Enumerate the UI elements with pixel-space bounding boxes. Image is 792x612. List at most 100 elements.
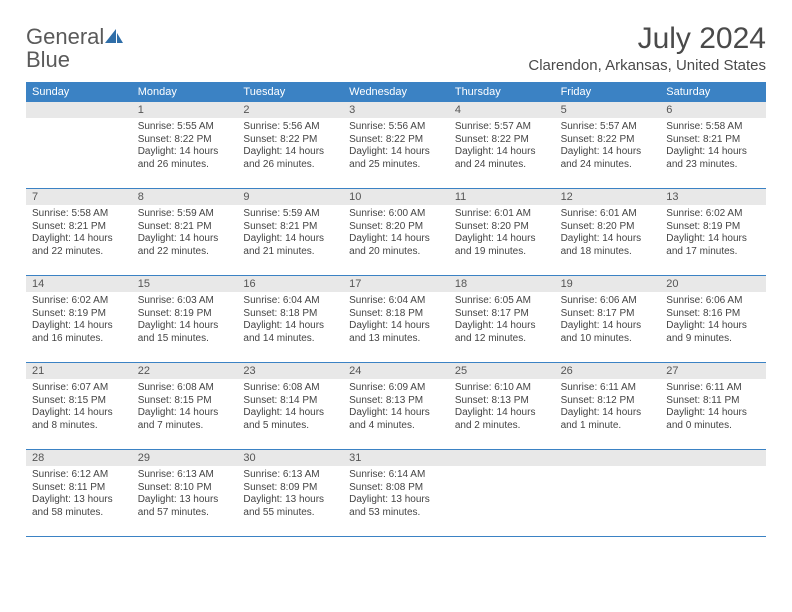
sunset-text: Sunset: 8:15 PM	[32, 395, 126, 408]
day-body: Sunrise: 5:58 AMSunset: 8:21 PMDaylight:…	[660, 118, 766, 175]
daylight-text: Daylight: 14 hours and 13 minutes.	[349, 320, 443, 345]
sunrise-text: Sunrise: 6:13 AM	[138, 469, 232, 482]
sunrise-text: Sunrise: 5:55 AM	[138, 121, 232, 134]
day-body: Sunrise: 6:02 AMSunset: 8:19 PMDaylight:…	[660, 205, 766, 262]
day-cell: 22Sunrise: 6:08 AMSunset: 8:15 PMDayligh…	[132, 363, 238, 449]
sunrise-text: Sunrise: 6:03 AM	[138, 295, 232, 308]
day-cell: 24Sunrise: 6:09 AMSunset: 8:13 PMDayligh…	[343, 363, 449, 449]
sunrise-text: Sunrise: 6:13 AM	[243, 469, 337, 482]
day-cell: 3Sunrise: 5:56 AMSunset: 8:22 PMDaylight…	[343, 102, 449, 188]
sunrise-text: Sunrise: 5:57 AM	[561, 121, 655, 134]
day-cell: 30Sunrise: 6:13 AMSunset: 8:09 PMDayligh…	[237, 450, 343, 536]
daylight-text: Daylight: 14 hours and 15 minutes.	[138, 320, 232, 345]
sunrise-text: Sunrise: 6:14 AM	[349, 469, 443, 482]
day-cell: 29Sunrise: 6:13 AMSunset: 8:10 PMDayligh…	[132, 450, 238, 536]
day-number: 27	[660, 363, 766, 379]
sunrise-text: Sunrise: 5:56 AM	[243, 121, 337, 134]
day-number: 31	[343, 450, 449, 466]
week-row: 14Sunrise: 6:02 AMSunset: 8:19 PMDayligh…	[26, 276, 766, 363]
daylight-text: Daylight: 14 hours and 19 minutes.	[455, 233, 549, 258]
daylight-text: Daylight: 14 hours and 18 minutes.	[561, 233, 655, 258]
day-cell: 1Sunrise: 5:55 AMSunset: 8:22 PMDaylight…	[132, 102, 238, 188]
day-cell: 18Sunrise: 6:05 AMSunset: 8:17 PMDayligh…	[449, 276, 555, 362]
day-cell: 20Sunrise: 6:06 AMSunset: 8:16 PMDayligh…	[660, 276, 766, 362]
day-number: 14	[26, 276, 132, 292]
day-number: 29	[132, 450, 238, 466]
sunset-text: Sunset: 8:14 PM	[243, 395, 337, 408]
daylight-text: Daylight: 14 hours and 25 minutes.	[349, 146, 443, 171]
sunset-text: Sunset: 8:20 PM	[455, 221, 549, 234]
daylight-text: Daylight: 14 hours and 21 minutes.	[243, 233, 337, 258]
day-body: Sunrise: 6:02 AMSunset: 8:19 PMDaylight:…	[26, 292, 132, 349]
day-cell: 16Sunrise: 6:04 AMSunset: 8:18 PMDayligh…	[237, 276, 343, 362]
day-number: 15	[132, 276, 238, 292]
sunrise-text: Sunrise: 6:10 AM	[455, 382, 549, 395]
day-cell: 2Sunrise: 5:56 AMSunset: 8:22 PMDaylight…	[237, 102, 343, 188]
sunset-text: Sunset: 8:15 PM	[138, 395, 232, 408]
day-body: Sunrise: 6:04 AMSunset: 8:18 PMDaylight:…	[237, 292, 343, 349]
day-number: 10	[343, 189, 449, 205]
day-body: Sunrise: 6:04 AMSunset: 8:18 PMDaylight:…	[343, 292, 449, 349]
sunrise-text: Sunrise: 6:04 AM	[243, 295, 337, 308]
daylight-text: Daylight: 13 hours and 55 minutes.	[243, 494, 337, 519]
day-number	[449, 450, 555, 466]
day-body: Sunrise: 6:11 AMSunset: 8:12 PMDaylight:…	[555, 379, 661, 436]
daylight-text: Daylight: 14 hours and 26 minutes.	[138, 146, 232, 171]
day-cell	[555, 450, 661, 536]
logo-sail-icon	[104, 28, 124, 44]
day-body: Sunrise: 6:13 AMSunset: 8:09 PMDaylight:…	[237, 466, 343, 523]
sunrise-text: Sunrise: 6:12 AM	[32, 469, 126, 482]
daylight-text: Daylight: 14 hours and 23 minutes.	[666, 146, 760, 171]
sunrise-text: Sunrise: 6:01 AM	[455, 208, 549, 221]
sunrise-text: Sunrise: 5:58 AM	[666, 121, 760, 134]
daylight-text: Daylight: 13 hours and 53 minutes.	[349, 494, 443, 519]
sunset-text: Sunset: 8:19 PM	[666, 221, 760, 234]
day-number: 23	[237, 363, 343, 379]
day-body: Sunrise: 6:13 AMSunset: 8:10 PMDaylight:…	[132, 466, 238, 523]
sunrise-text: Sunrise: 5:59 AM	[138, 208, 232, 221]
day-body: Sunrise: 6:08 AMSunset: 8:14 PMDaylight:…	[237, 379, 343, 436]
weeks-container: 1Sunrise: 5:55 AMSunset: 8:22 PMDaylight…	[26, 102, 766, 537]
day-number	[26, 102, 132, 118]
day-number: 3	[343, 102, 449, 118]
sunset-text: Sunset: 8:18 PM	[349, 308, 443, 321]
day-cell: 11Sunrise: 6:01 AMSunset: 8:20 PMDayligh…	[449, 189, 555, 275]
day-body: Sunrise: 6:12 AMSunset: 8:11 PMDaylight:…	[26, 466, 132, 523]
day-body: Sunrise: 6:05 AMSunset: 8:17 PMDaylight:…	[449, 292, 555, 349]
day-cell	[26, 102, 132, 188]
sunrise-text: Sunrise: 6:00 AM	[349, 208, 443, 221]
daylight-text: Daylight: 14 hours and 26 minutes.	[243, 146, 337, 171]
day-number: 30	[237, 450, 343, 466]
daylight-text: Daylight: 14 hours and 20 minutes.	[349, 233, 443, 258]
day-number: 9	[237, 189, 343, 205]
day-number: 4	[449, 102, 555, 118]
day-body: Sunrise: 6:07 AMSunset: 8:15 PMDaylight:…	[26, 379, 132, 436]
day-body: Sunrise: 5:57 AMSunset: 8:22 PMDaylight:…	[449, 118, 555, 175]
week-row: 1Sunrise: 5:55 AMSunset: 8:22 PMDaylight…	[26, 102, 766, 189]
dow-row: Sunday Monday Tuesday Wednesday Thursday…	[26, 82, 766, 102]
day-number: 16	[237, 276, 343, 292]
day-body: Sunrise: 6:03 AMSunset: 8:19 PMDaylight:…	[132, 292, 238, 349]
sunrise-text: Sunrise: 6:05 AM	[455, 295, 549, 308]
day-cell: 12Sunrise: 6:01 AMSunset: 8:20 PMDayligh…	[555, 189, 661, 275]
sunset-text: Sunset: 8:13 PM	[349, 395, 443, 408]
day-number: 25	[449, 363, 555, 379]
location: Clarendon, Arkansas, United States	[528, 57, 766, 74]
day-cell: 8Sunrise: 5:59 AMSunset: 8:21 PMDaylight…	[132, 189, 238, 275]
day-body: Sunrise: 6:06 AMSunset: 8:17 PMDaylight:…	[555, 292, 661, 349]
daylight-text: Daylight: 14 hours and 16 minutes.	[32, 320, 126, 345]
sunrise-text: Sunrise: 5:58 AM	[32, 208, 126, 221]
sunrise-text: Sunrise: 6:06 AM	[561, 295, 655, 308]
day-body: Sunrise: 5:59 AMSunset: 8:21 PMDaylight:…	[132, 205, 238, 262]
sunrise-text: Sunrise: 6:01 AM	[561, 208, 655, 221]
day-cell: 27Sunrise: 6:11 AMSunset: 8:11 PMDayligh…	[660, 363, 766, 449]
day-body: Sunrise: 6:01 AMSunset: 8:20 PMDaylight:…	[555, 205, 661, 262]
sunset-text: Sunset: 8:21 PM	[243, 221, 337, 234]
sunrise-text: Sunrise: 6:11 AM	[561, 382, 655, 395]
sunset-text: Sunset: 8:17 PM	[561, 308, 655, 321]
day-cell: 31Sunrise: 6:14 AMSunset: 8:08 PMDayligh…	[343, 450, 449, 536]
sunrise-text: Sunrise: 6:09 AM	[349, 382, 443, 395]
day-body: Sunrise: 5:55 AMSunset: 8:22 PMDaylight:…	[132, 118, 238, 175]
daylight-text: Daylight: 14 hours and 5 minutes.	[243, 407, 337, 432]
header: General Blue July 2024 Clarendon, Arkans…	[26, 22, 766, 74]
